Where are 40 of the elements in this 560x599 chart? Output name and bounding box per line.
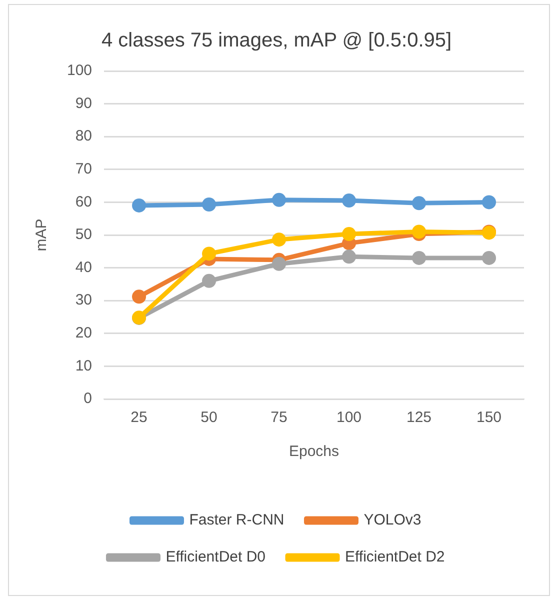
point: [132, 198, 146, 212]
y-axis-title: mAP: [33, 218, 50, 252]
point: [412, 224, 426, 239]
y-tick-label: 10: [75, 357, 92, 374]
point: [342, 194, 356, 208]
x-tick-label: 50: [200, 409, 218, 426]
point: [482, 195, 496, 210]
point: [132, 290, 146, 304]
y-tick-label: 50: [75, 226, 92, 244]
y-tick-label: 30: [75, 292, 92, 309]
x-axis-title: Epochs: [288, 443, 340, 460]
legend-label: YOLOv3: [364, 512, 422, 529]
point: [272, 232, 286, 247]
point: [272, 192, 286, 207]
y-tick-label: 60: [75, 193, 92, 210]
y-tick-label: 20: [75, 324, 92, 342]
y-tick-label: 100: [66, 62, 92, 80]
point: [342, 227, 356, 242]
point: [202, 246, 216, 261]
y-tick-label: 0: [84, 390, 92, 408]
chart-title: 4 classes 75 images, mAP @ [0.5:0.95]: [101, 30, 452, 52]
point: [342, 250, 356, 264]
x-tick-label: 25: [130, 409, 148, 426]
y-tick-label: 90: [75, 94, 92, 112]
point: [482, 250, 496, 265]
point: [202, 197, 216, 212]
point: [272, 256, 286, 271]
x-tick-label: 125: [406, 409, 432, 426]
y-tick-label: 80: [75, 128, 92, 145]
y-tick-label: 70: [75, 160, 92, 178]
legend-label: EfficientDet D2: [345, 548, 445, 566]
point: [412, 196, 426, 210]
x-tick-label: 100: [336, 409, 362, 426]
point: [202, 274, 216, 288]
x-tick-label: 150: [476, 409, 502, 426]
x-tick-label: 75: [270, 409, 288, 426]
legend-label: EfficientDet D0: [166, 548, 266, 566]
y-tick-label: 40: [75, 258, 92, 276]
point: [412, 250, 426, 265]
legend-label: Faster R-CNN: [189, 512, 284, 529]
